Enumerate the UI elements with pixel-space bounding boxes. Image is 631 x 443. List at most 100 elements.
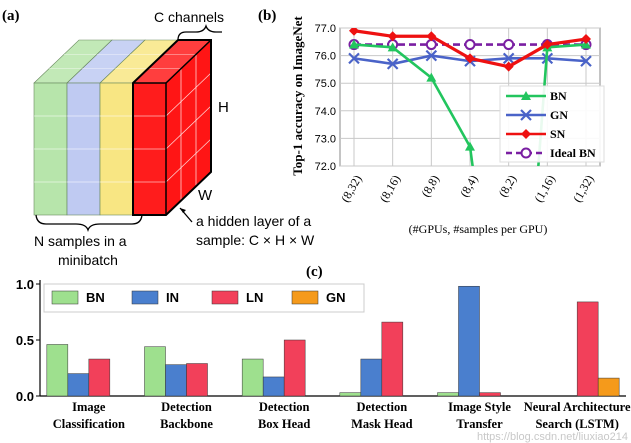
b-point-bn: [387, 42, 398, 52]
b-point-gn-stroke: [386, 58, 399, 70]
c-channels-label: C channels: [154, 9, 224, 25]
sample-pointer-arrowhead: [180, 208, 186, 213]
n-samples-brace: [35, 214, 143, 233]
n-samples-label-line2: minibatch: [58, 252, 118, 268]
c-category-label: Detection: [356, 400, 407, 414]
cube-right-grid-line: [165, 105, 212, 150]
c-bar-in: [67, 373, 90, 397]
b-legend-marker-bn: [521, 91, 531, 100]
panel-a-label: (a): [2, 8, 20, 24]
b-y-tick-label: 73.0: [315, 133, 336, 145]
c-category-label: Classification: [53, 417, 125, 431]
c-bar-in: [360, 358, 383, 397]
c-legend-label-gn: GN: [326, 290, 346, 305]
b-point-gn-stroke: [348, 52, 360, 65]
c-legend-label-ln: LN: [246, 290, 263, 305]
b-series-lines: [348, 28, 592, 166]
h-dimension-label: H: [218, 99, 229, 116]
c-category-label: Detection: [259, 400, 310, 414]
b-y-tick-label: 76.0: [315, 51, 336, 63]
b-point-sn: [581, 34, 591, 45]
c-bar-ln: [88, 358, 111, 397]
c-legend-swatch-bn: [51, 290, 79, 305]
b-legend-marker-sn: [521, 129, 531, 139]
b-point-gn: [386, 58, 399, 70]
watermark-text: https://blog.csdn.net/liuxiao214: [477, 431, 628, 443]
c-bar-bn: [46, 344, 69, 397]
b-legend-label-sn: SN: [550, 127, 566, 141]
b-y-tick-label: 75.0: [315, 78, 336, 90]
c-category-label: Backbone: [160, 417, 213, 431]
b-y-axis-label: Top-1 accuracy on ImageNet: [290, 16, 305, 176]
b-point-gn: [580, 55, 592, 67]
cube-sample-edge: [165, 39, 212, 84]
b-point-sn: [542, 39, 553, 50]
b-legend: BN GN SN Ideal BN: [499, 85, 605, 163]
b-point-gn-stroke: [425, 49, 438, 62]
cube-right-grid-line: [165, 72, 212, 117]
c-legend: BN IN LN GN: [43, 283, 365, 313]
b-point-bn: [465, 141, 475, 151]
b-point-gn-stroke: [502, 52, 515, 65]
b-point-sn: [503, 61, 514, 72]
c-bars: [46, 285, 620, 397]
c-axes: [36, 280, 626, 397]
c-bar-ln: [479, 392, 501, 397]
c-legend-swatch-ln: [211, 290, 239, 305]
c-bar-in: [458, 285, 480, 397]
b-x-tick-label: (8,2): [496, 173, 520, 200]
c-category-label: Transfer: [456, 417, 503, 431]
b-point-gn: [425, 49, 438, 62]
b-legend-marker-ideal-bn: [520, 147, 532, 159]
b-point-gn: [502, 52, 515, 65]
b-point-ideal-bn: [503, 39, 515, 51]
c-bar-bn: [339, 392, 362, 397]
b-point-sn: [465, 53, 475, 64]
c-bar-ln: [576, 301, 599, 397]
cube-right-grid-line: [165, 138, 212, 183]
b-legend-marker-gn-stroke: [520, 109, 532, 121]
b-legend-label-gn: GN: [550, 108, 568, 122]
panel-c-label: (c): [306, 264, 323, 280]
c-bar-ln: [381, 321, 404, 397]
b-y-tick-label: 74.0: [315, 106, 336, 118]
b-point-sn: [387, 31, 398, 42]
b-point-ideal-bn: [464, 39, 476, 51]
c-y-tick-label: 0.5: [16, 333, 34, 348]
c-category-label: Detection: [161, 400, 212, 414]
b-legend-marker-gn: [520, 109, 532, 121]
b-legend-label-ideal-bn: Ideal BN: [550, 146, 596, 160]
b-x-tick-labels: (8,32) (8,16) (8,8) (8,4) (8,2) (1,16) (1,32): [338, 173, 597, 205]
w-dimension-label: W: [198, 187, 213, 204]
c-legend-swatch-in: [131, 290, 159, 305]
c-bar-in: [262, 376, 285, 397]
n-samples-label-line1: N samples in a: [34, 233, 127, 249]
b-x-tick-label: (8,4): [457, 173, 481, 200]
b-point-bn: [581, 39, 591, 49]
c-legend-label-in: IN: [166, 290, 179, 305]
b-point-gn-stroke: [580, 55, 592, 67]
c-y-tick-label: 0.0: [16, 389, 34, 404]
b-y-tick-label: 77.0: [315, 23, 336, 35]
sample-label-line1: a hidden layer of a: [196, 213, 311, 229]
c-category-label: Image Style: [448, 400, 511, 414]
c-category-labels: Image Classification Detection Backbone Dete…: [53, 400, 631, 431]
c-bar-ln: [186, 363, 208, 397]
tensor-cube: [33, 23, 222, 217]
c-category-label: Search (LSTM): [535, 417, 618, 431]
c-bar-ln: [283, 339, 306, 397]
c-bar-in: [165, 364, 187, 397]
b-point-ideal-bn: [425, 39, 437, 51]
b-point-bn: [426, 72, 437, 82]
b-legend-box: [499, 85, 605, 163]
b-y-tick-labels: 77.0 76.0 75.0 74.0 73.0 72.0: [315, 23, 336, 173]
c-bar-bn: [437, 392, 459, 397]
panel-b-line-chart: (b) Top-1 accuracy on ImageNet (#GPUs, #…: [258, 8, 605, 236]
b-point-gn: [348, 52, 360, 65]
c-y-tick-labels: 1.0 0.5 0.0: [16, 277, 34, 404]
c-bar-gn: [597, 377, 620, 397]
b-x-tick-label: (1,32): [570, 173, 597, 205]
b-x-tick-label: (8,32): [338, 173, 365, 205]
panel-b-label: (b): [258, 8, 276, 24]
